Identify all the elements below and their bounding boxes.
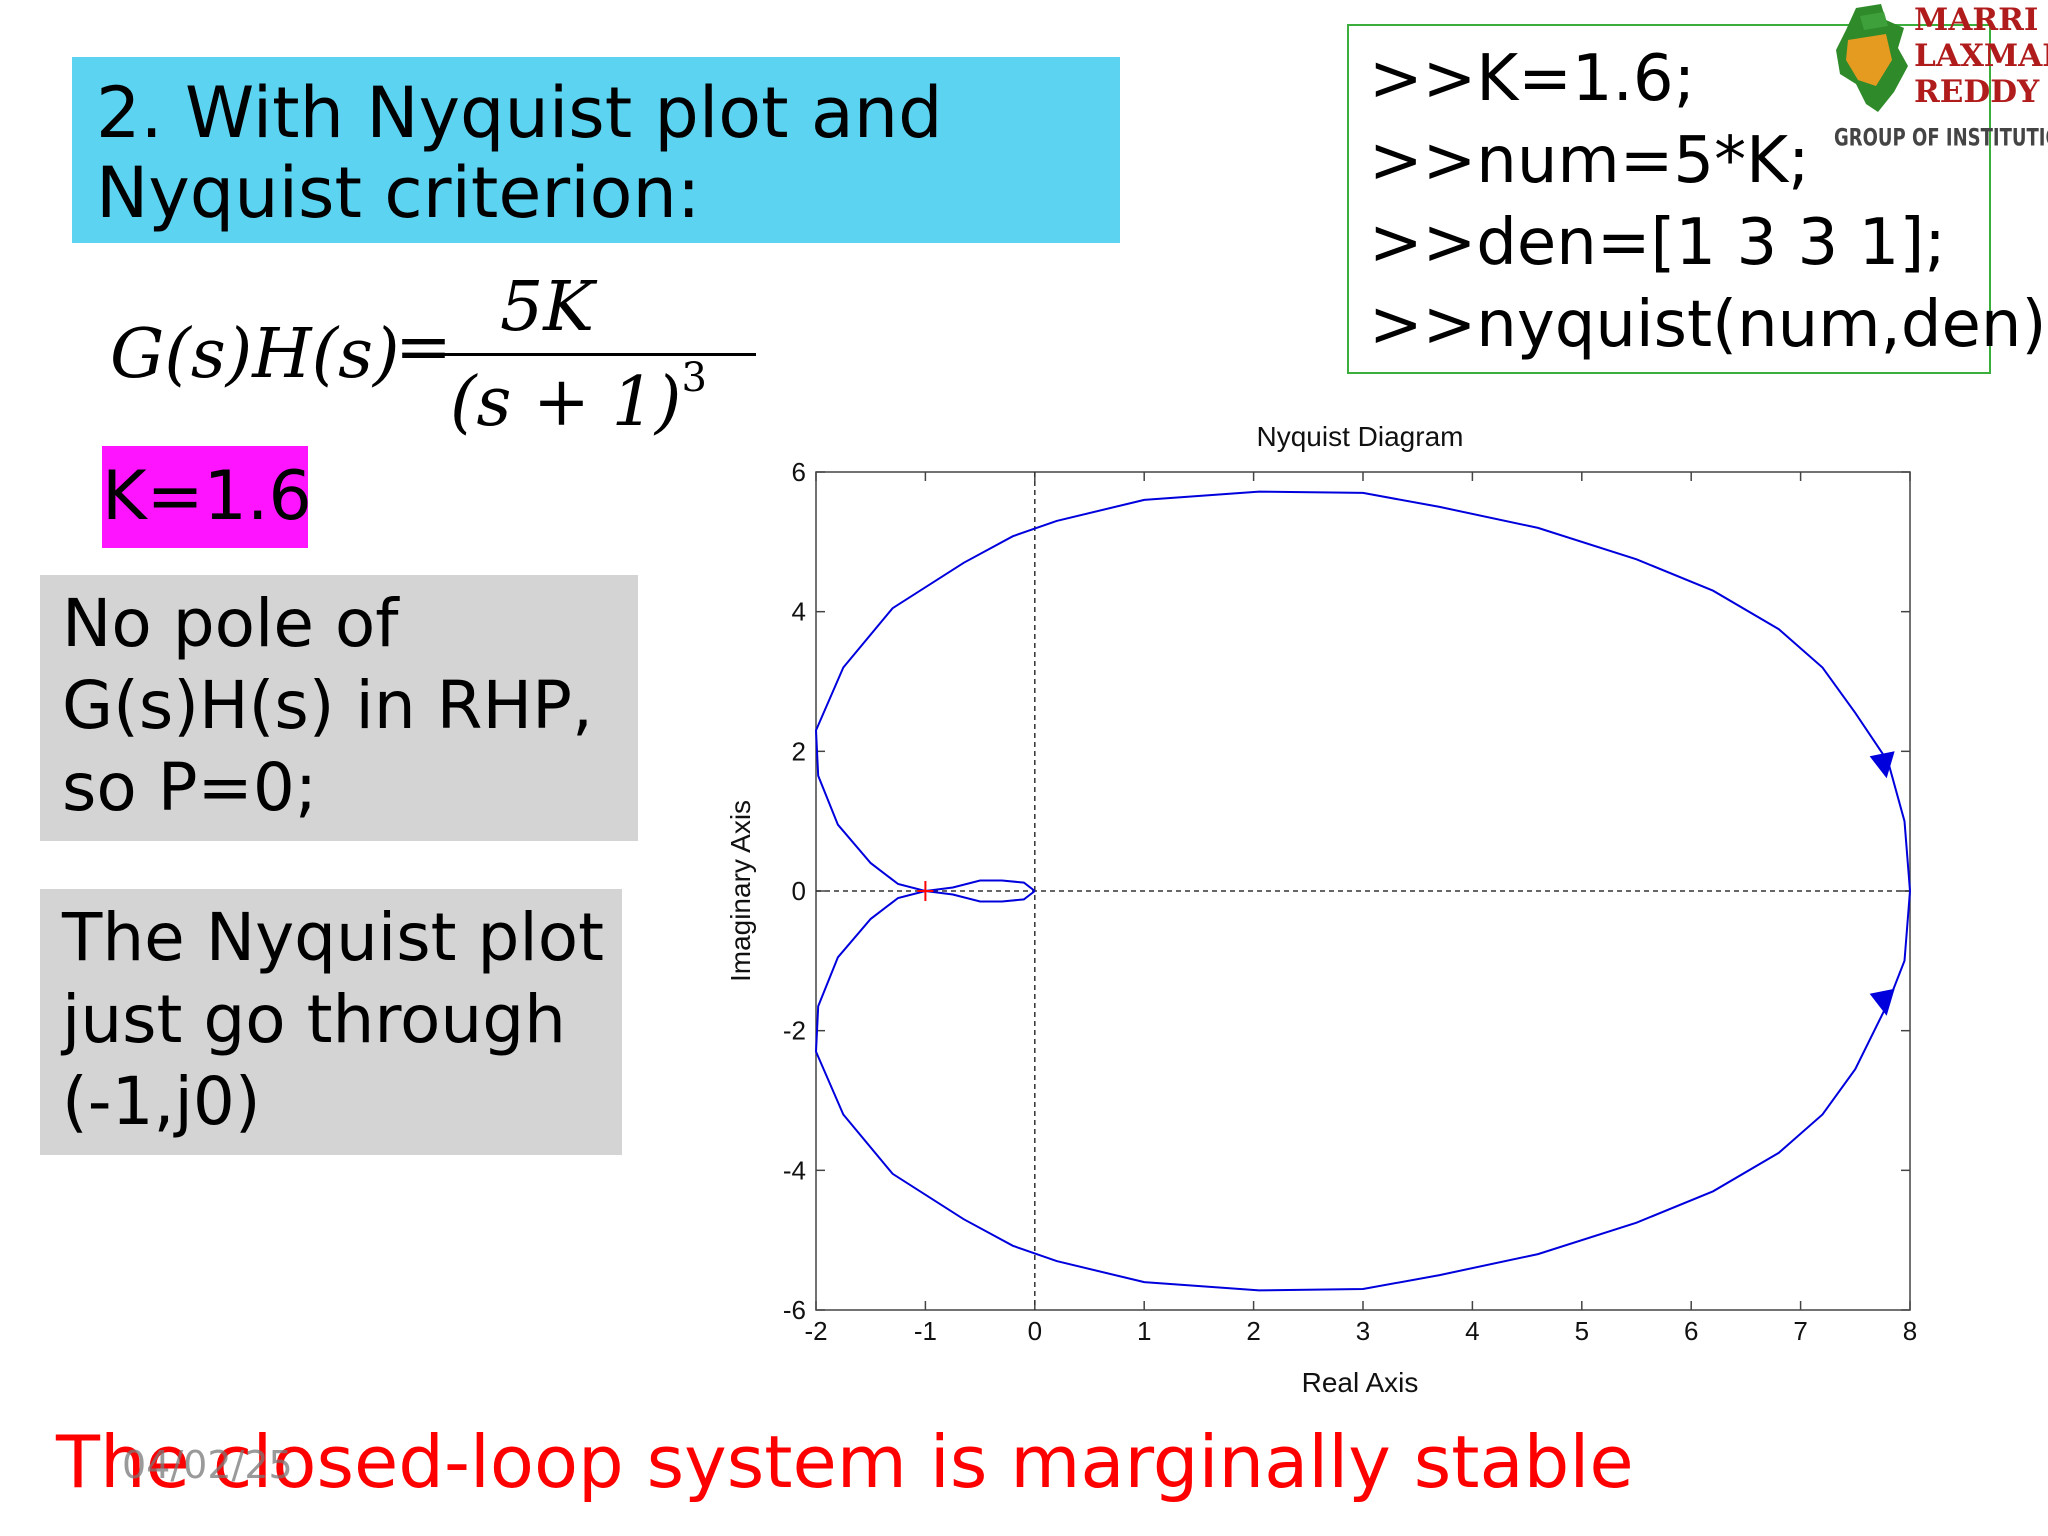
nyquist-note-line-1: The Nyquist plot [62, 899, 604, 976]
direction-arrow [1869, 988, 1895, 1016]
institution-logo: MARRI LAXMAN REDDY GROUP OF INSTITUTIONS [1826, 0, 2048, 160]
x-axis-label: Real Axis [1302, 1367, 1419, 1398]
formula-exponent: 3 [681, 355, 707, 401]
heading-box: 2. With Nyquist plot and Nyquist criteri… [72, 57, 1120, 243]
code-line-1: >>K=1.6; [1369, 42, 1696, 116]
nyquist-note-box: The Nyquist plot just go through (-1,j0) [40, 889, 622, 1155]
chart-title: Nyquist Diagram [1257, 421, 1464, 452]
y-tick-label: -4 [783, 1155, 806, 1185]
x-tick-label: 7 [1793, 1316, 1807, 1346]
code-line-3: >>den=[1 3 3 1]; [1369, 206, 1946, 280]
y-tick-label: -6 [783, 1295, 806, 1325]
logo-emblem-icon [1836, 4, 1908, 112]
code-line-2: >>num=5*K; [1369, 124, 1810, 198]
critical-point-marker [917, 881, 934, 901]
x-tick-label: 4 [1465, 1316, 1479, 1346]
x-tick-label: 0 [1028, 1316, 1042, 1346]
x-tick-label: 3 [1356, 1316, 1370, 1346]
formula-lhs: G(s)H(s) [110, 315, 400, 394]
x-tick-label: 5 [1575, 1316, 1589, 1346]
transfer-function-formula: G(s)H(s) = 5K (s + 1)3 [110, 268, 756, 450]
logo-line-4: GROUP OF INSTITUTIONS [1834, 124, 2048, 153]
rhp-note-box: No pole of G(s)H(s) in RHP, so P=0; [40, 575, 638, 841]
x-tick-label: -2 [804, 1316, 827, 1346]
nyquist-chart: -2 -1 0 1 2 3 4 5 6 7 8 -6 -4 -2 0 2 4 6 Nyquist Diagram… [725, 421, 1917, 1398]
x-tick-label: -1 [914, 1316, 937, 1346]
rhp-note-line-1: No pole of [62, 585, 399, 662]
x-tick-label: 1 [1137, 1316, 1151, 1346]
y-tick-label: 4 [792, 597, 806, 627]
date-stamp: 04/02/25 [122, 1443, 293, 1487]
direction-arrow [1869, 751, 1895, 779]
logo-line-1: MARRI [1914, 2, 2039, 38]
x-tick-label: 8 [1903, 1316, 1917, 1346]
logo-line-2: LAXMAN [1914, 38, 2048, 74]
fraction-bar [443, 353, 756, 356]
heading-line-2: Nyquist criterion: [96, 152, 701, 234]
y-tick-label: 2 [792, 736, 806, 766]
reference-lines [816, 472, 1910, 1310]
y-tick-labels: -6 -4 -2 0 2 4 6 [783, 457, 806, 1325]
y-tick-label: -2 [783, 1016, 806, 1046]
formula-denominator-base: (s + 1) [450, 363, 682, 442]
nyquist-curve-negative [814, 889, 1911, 1292]
nyquist-curves [814, 490, 1911, 1292]
x-tick-labels: -2 -1 0 1 2 3 4 5 6 7 8 [804, 1316, 1917, 1346]
x-tick-label: 6 [1684, 1316, 1698, 1346]
x-tick-label: 2 [1246, 1316, 1260, 1346]
k-value-badge: K=1.6 [102, 446, 312, 548]
y-tick-label: 0 [792, 876, 806, 906]
y-tick-label: 6 [792, 457, 806, 487]
code-line-4: >>nyquist(num,den); [1369, 288, 2048, 362]
nyquist-note-line-2: just go through [62, 981, 566, 1058]
y-axis-label: Imaginary Axis [725, 800, 756, 982]
nyquist-curve-positive [814, 490, 1911, 893]
conclusion-text: The closed-loop system is marginally sta… [56, 1420, 1634, 1504]
formula-equals: = [395, 308, 452, 387]
heading-line-1: 2. With Nyquist plot and [96, 72, 943, 154]
rhp-note-line-3: so P=0; [62, 749, 318, 826]
direction-arrows [1869, 751, 1895, 1016]
formula-denominator: (s + 1)3 [450, 355, 707, 442]
nyquist-note-line-3: (-1,j0) [62, 1063, 261, 1140]
rhp-note-line-2: G(s)H(s) in RHP, [62, 667, 593, 744]
formula-numerator: 5K [500, 268, 595, 347]
logo-line-3: REDDY [1914, 74, 2040, 110]
